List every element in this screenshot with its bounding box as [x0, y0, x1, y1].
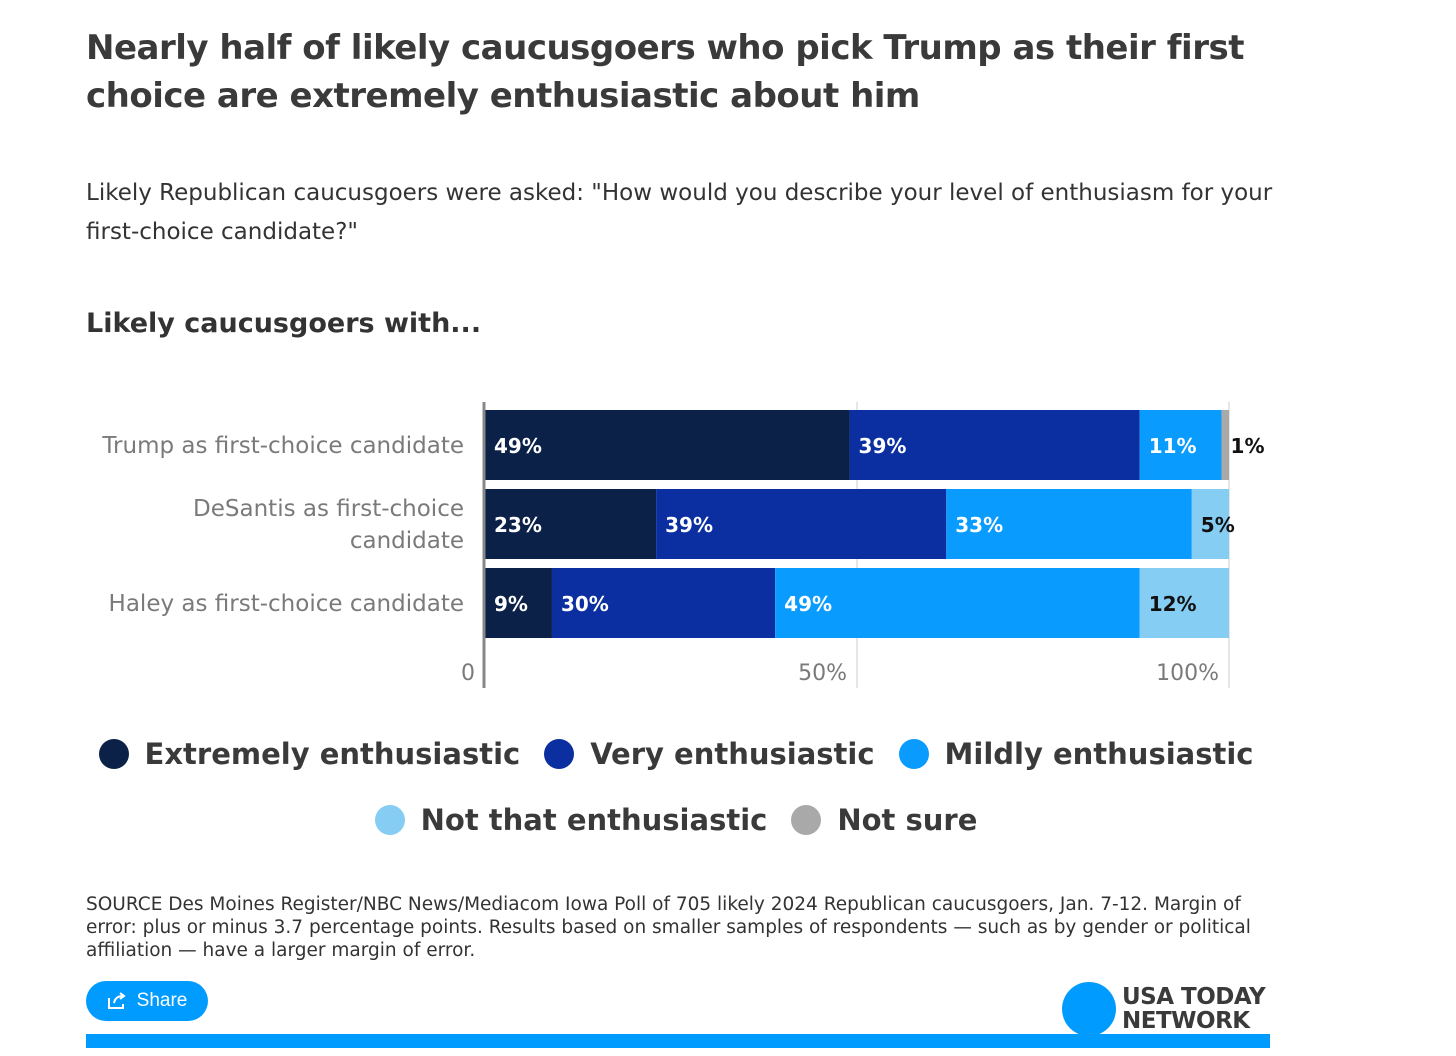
legend-swatch-not-that-enthusiastic [374, 805, 405, 835]
category-label-2-0: Haley as first-choice candidate [109, 591, 464, 617]
legend-item-not-sure: Not sure [791, 803, 977, 837]
usa-today-network-logo: USA TODAY NETWORK [1062, 982, 1266, 1036]
legend-swatch-mildly-enthusiastic [898, 739, 929, 769]
bar-1-1 [656, 489, 947, 559]
tick-label-100: 100% [1156, 661, 1219, 686]
bar-label-0-0: 49% [494, 434, 542, 458]
source-note: SOURCE Des Moines Register/NBC News/Medi… [86, 894, 1251, 961]
bar-2-2 [775, 568, 1140, 638]
tick-label-0: 0 [461, 661, 475, 686]
chart-legend: Extremely enthusiastic Very enthusiastic… [86, 728, 1266, 860]
logo-line-1: USA TODAY [1122, 984, 1266, 1010]
category-label-1-0: DeSantis as first-choice [193, 496, 464, 522]
category-label-1-1: candidate [350, 528, 464, 554]
chart-heading: Likely caucusgoers with... [86, 308, 482, 339]
bar-label-1-0: 23% [494, 513, 542, 537]
bar-1-3 [1191, 489, 1229, 559]
bar-2-0 [485, 568, 552, 638]
bar-label-0-1: 39% [859, 434, 907, 458]
legend-item-not-that-enthusiastic: Not that enthusiastic [374, 803, 768, 837]
legend-label-not-sure: Not sure [837, 803, 978, 837]
legend-label-not-that-enthusiastic: Not that enthusiastic [420, 803, 768, 837]
bar-0-1 [849, 410, 1140, 480]
bar-label-1-3: 5% [1201, 513, 1235, 537]
bar-1-0 [485, 489, 657, 559]
bar-label-1-1: 39% [665, 513, 713, 537]
bar-label-2-1: 30% [561, 592, 609, 616]
bar-label-0-4: 1% [1231, 434, 1265, 458]
share-button[interactable]: Share [86, 981, 208, 1021]
logo-line-2: NETWORK [1122, 1008, 1250, 1034]
stacked-bar-chart: 49% 39% 11% 1% Trump as first-choice candida… [101, 402, 1265, 688]
bar-label-0-2: 11% [1149, 434, 1197, 458]
bar-2-3 [1139, 568, 1229, 638]
bar-1-2 [946, 489, 1192, 559]
bar-label-1-2: 33% [955, 513, 1003, 537]
legend-row-1: Extremely enthusiastic Very enthusiastic… [86, 728, 1266, 780]
legend-item-mildly-enthusiastic: Mildly enthusiastic [898, 737, 1254, 771]
bar-label-2-2: 49% [784, 592, 832, 616]
legend-swatch-not-sure [791, 805, 822, 835]
logo-text: USA TODAY NETWORK [1122, 984, 1266, 1034]
chart-title: Nearly half of likely caucusgoers who pi… [86, 28, 1244, 116]
bar-0-4 [1221, 410, 1229, 480]
legend-item-very-enthusiastic: Very enthusiastic [544, 737, 875, 771]
legend-label-very-enthusiastic: Very enthusiastic [590, 737, 875, 771]
bar-0-0 [485, 410, 850, 480]
category-label-0-0: Trump as first-choice candidate [101, 433, 464, 459]
legend-swatch-extremely-enthusiastic [98, 739, 129, 769]
bottom-accent-bar [86, 1034, 1270, 1048]
bar-0-2 [1139, 410, 1222, 480]
legend-label-mildly-enthusiastic: Mildly enthusiastic [944, 737, 1254, 771]
share-label: Share [136, 990, 188, 1011]
tick-label-50: 50% [798, 661, 847, 686]
legend-item-extremely-enthusiastic: Extremely enthusiastic [98, 737, 521, 771]
legend-row-2: Not that enthusiastic Not sure [86, 794, 1266, 846]
share-icon [107, 992, 126, 1009]
chart-subtitle: Likely Republican caucusgoers were asked… [86, 180, 1273, 245]
bar-label-2-0: 9% [494, 592, 528, 616]
legend-swatch-very-enthusiastic [544, 739, 575, 769]
logo-circle-icon [1062, 982, 1116, 1036]
legend-label-extremely-enthusiastic: Extremely enthusiastic [144, 737, 521, 771]
bar-2-1 [551, 568, 776, 638]
bar-label-2-3: 12% [1149, 592, 1197, 616]
